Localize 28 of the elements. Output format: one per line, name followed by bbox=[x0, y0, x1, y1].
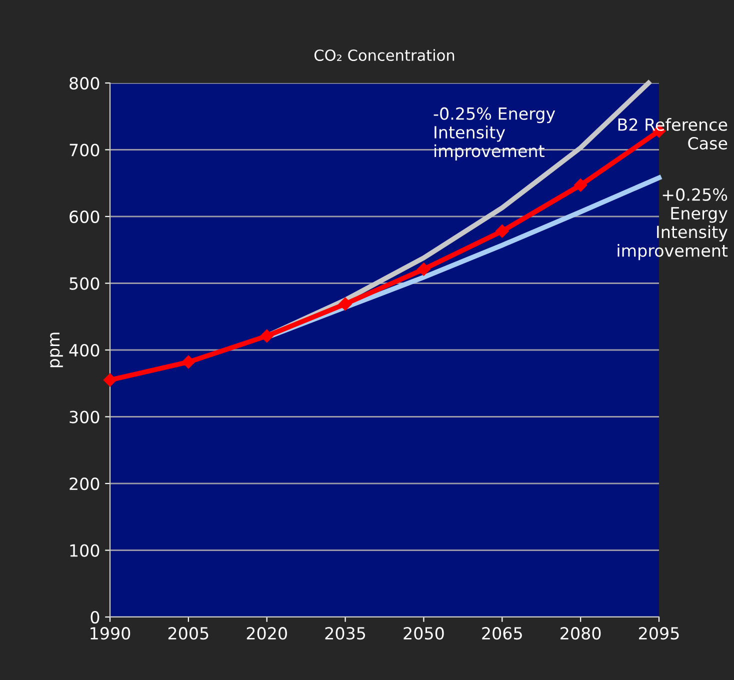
y-tick-label: 500 bbox=[70, 277, 100, 290]
y-tick-label: 400 bbox=[69, 344, 100, 357]
y-tick-label: 700 bbox=[70, 144, 100, 156]
x-tick-label: 2065 bbox=[482, 627, 522, 640]
point bbox=[496, 224, 509, 238]
y-tick-label: 100 bbox=[70, 544, 100, 557]
point bbox=[260, 329, 274, 343]
x-tick-label: 2035 bbox=[325, 627, 366, 640]
y-tick-label: 800 bbox=[70, 76, 100, 90]
y-tick-label: 300 bbox=[70, 410, 100, 424]
series-label: +0.25% Energy Intensity improvement bbox=[618, 188, 728, 260]
y-axis-title: ppm bbox=[50, 332, 63, 368]
y-tick-label: 600 bbox=[70, 210, 100, 224]
chart-title: CO₂ Concentration bbox=[314, 49, 454, 61]
point bbox=[574, 178, 588, 192]
y-tick-label: 0 bbox=[90, 610, 100, 624]
point bbox=[417, 262, 430, 276]
x-tick-label: 2080 bbox=[560, 627, 601, 640]
x-tick-label: 2020 bbox=[246, 627, 287, 640]
point bbox=[103, 373, 117, 387]
x-tick-label: 2050 bbox=[404, 627, 444, 640]
series-label: B2 Reference Case bbox=[618, 118, 728, 150]
x-tick-label: 2095 bbox=[639, 627, 679, 640]
x-tick-label: 2005 bbox=[168, 627, 208, 640]
x-tick-label: 1990 bbox=[90, 627, 130, 640]
point bbox=[182, 355, 196, 369]
y-tick-label: 200 bbox=[70, 477, 100, 490]
point bbox=[338, 297, 352, 311]
